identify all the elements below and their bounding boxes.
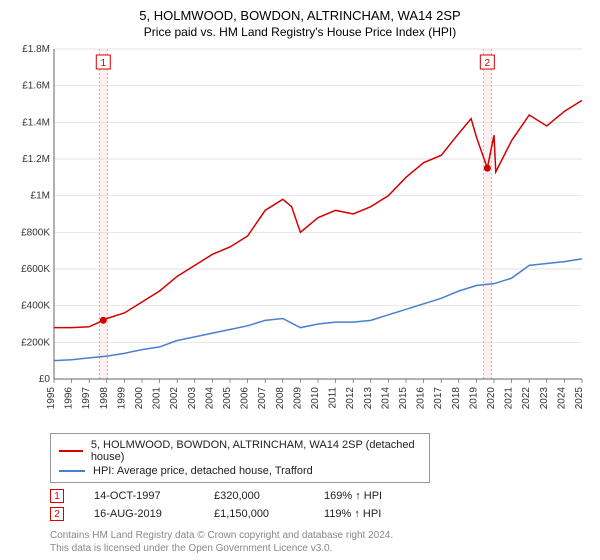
svg-text:£200K: £200K [21,337,50,348]
svg-text:2014: 2014 [380,387,391,410]
event-date-1: 14-OCT-1997 [94,490,184,502]
svg-text:2005: 2005 [222,387,233,410]
footer-attribution: Contains HM Land Registry data © Crown c… [50,529,590,555]
event-hpi-2: 119% ↑ HPI [324,508,404,520]
event-date-2: 16-AUG-2019 [94,508,184,520]
svg-text:1: 1 [100,58,106,69]
svg-text:2015: 2015 [398,387,409,410]
svg-text:£1M: £1M [31,191,50,202]
chart-plot: £0 £200K £400K £600K £800K £1M £1.2M £1.4M £1.6M… [10,45,590,425]
svg-text:2023: 2023 [539,387,550,410]
svg-text:£400K: £400K [21,301,50,312]
event-row-2: 2 16-AUG-2019 £1,150,000 119% ↑ HPI [50,505,590,523]
legend-label-1: 5, HOLMWOOD, BOWDON, ALTRINCHAM, WA14 2S… [91,439,421,463]
svg-text:2016: 2016 [416,387,427,410]
svg-text:2008: 2008 [275,387,286,410]
svg-text:2025: 2025 [574,387,585,410]
footer-line-1: Contains HM Land Registry data © Crown c… [50,529,590,542]
svg-text:2019: 2019 [468,387,479,410]
svg-text:2000: 2000 [134,387,145,410]
events-table: 1 14-OCT-1997 £320,000 169% ↑ HPI 2 16-A… [50,487,590,523]
footer-line-2: This data is licensed under the Open Gov… [50,542,590,555]
svg-text:2010: 2010 [310,387,321,410]
legend-label-2: HPI: Average price, detached house, Traf… [93,465,313,477]
chart-title-line1: 5, HOLMWOOD, BOWDON, ALTRINCHAM, WA14 2S… [10,8,590,23]
svg-text:2020: 2020 [486,387,497,410]
svg-text:2018: 2018 [451,387,462,410]
svg-text:£800K: £800K [21,227,50,238]
event-price-1: £320,000 [214,490,294,502]
svg-text:2006: 2006 [240,387,251,410]
legend-row-series2: HPI: Average price, detached house, Traf… [59,464,421,478]
event-badge-2: 2 [50,507,64,521]
svg-text:1998: 1998 [99,387,110,410]
event-badge-1: 1 [50,489,64,503]
svg-text:2013: 2013 [363,387,374,410]
svg-text:1995: 1995 [46,387,57,410]
svg-text:2001: 2001 [152,387,163,410]
svg-text:£0: £0 [39,374,51,385]
svg-text:2011: 2011 [328,387,339,409]
event-row-1: 1 14-OCT-1997 £320,000 169% ↑ HPI [50,487,590,505]
svg-text:1996: 1996 [64,387,75,410]
legend-row-series1: 5, HOLMWOOD, BOWDON, ALTRINCHAM, WA14 2S… [59,438,421,464]
svg-text:£1.6M: £1.6M [22,81,50,92]
svg-text:2002: 2002 [169,387,180,410]
svg-text:2003: 2003 [187,387,198,410]
svg-text:2021: 2021 [504,387,515,410]
svg-text:1997: 1997 [81,387,92,410]
event-hpi-1: 169% ↑ HPI [324,490,404,502]
svg-text:2004: 2004 [204,387,215,410]
chart-container: 5, HOLMWOOD, BOWDON, ALTRINCHAM, WA14 2S… [0,0,600,560]
svg-text:£1.8M: £1.8M [22,45,50,55]
legend-swatch-1 [59,450,83,452]
svg-text:2007: 2007 [257,387,268,410]
svg-text:£1.2M: £1.2M [22,154,50,165]
svg-text:2022: 2022 [521,387,532,410]
svg-text:£1.4M: £1.4M [22,117,50,128]
svg-text:£600K: £600K [21,264,50,275]
svg-text:2012: 2012 [345,387,356,410]
legend: 5, HOLMWOOD, BOWDON, ALTRINCHAM, WA14 2S… [50,433,430,483]
chart-title-line2: Price paid vs. HM Land Registry's House … [10,25,590,39]
svg-text:2: 2 [485,58,491,69]
svg-text:2017: 2017 [433,387,444,410]
svg-text:2024: 2024 [556,387,567,410]
legend-swatch-2 [59,470,85,472]
event-price-2: £1,150,000 [214,508,294,520]
chart-svg: £0 £200K £400K £600K £800K £1M £1.2M £1.4M £1.6M… [10,45,590,425]
svg-text:1999: 1999 [116,387,127,410]
svg-text:2009: 2009 [292,387,303,410]
